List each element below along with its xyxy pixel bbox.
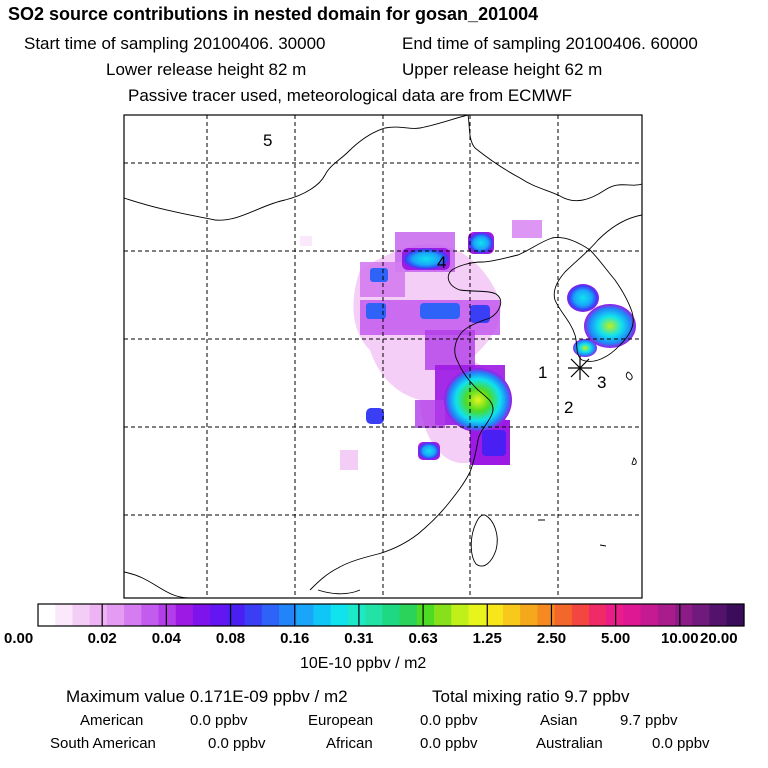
colorbar-cell [210, 604, 229, 626]
colorbar-cell [589, 604, 607, 626]
colorbar-cell [244, 604, 263, 626]
colorbar-tick-label: 0.04 [151, 630, 181, 647]
american-label: American [80, 712, 144, 729]
colorbar-frame [37, 603, 745, 627]
european-value: 0.0 ppbv [420, 712, 478, 729]
colorbar-cell [227, 604, 246, 626]
colorbar-cell [502, 604, 521, 626]
colorbar-tick-label: 1.25 [472, 630, 502, 647]
colorbar-tick-label: 0.00 [4, 630, 34, 647]
map-panel: 1 2 3 4 5 [123, 114, 643, 599]
colorbar-tick-label: 0.63 [408, 630, 438, 647]
region-label-1: 1 [538, 363, 547, 382]
colorbar-tick-label: 2.50 [536, 630, 567, 647]
upper-release-label: Upper release height 62 m [402, 60, 603, 79]
colorbar-cell [106, 604, 125, 626]
colorbar-cell [141, 604, 160, 626]
map-frame [123, 114, 643, 599]
region-label-3: 3 [597, 373, 606, 392]
australian-label: Australian [536, 735, 603, 752]
start-time-label: Start time of sampling 20100406. 30000 [24, 34, 326, 53]
tracer-note: Passive tracer used, meteorological data… [128, 86, 573, 105]
colorbar-tick-label: 20.00 [700, 630, 738, 647]
region-label-5: 5 [263, 131, 272, 150]
colorbar-cell [89, 604, 108, 626]
colorbar-units: 10E-10 ppbv / m2 [300, 655, 427, 672]
colorbar-cell [726, 604, 745, 626]
colorbar-cell [571, 604, 590, 626]
colorbar-cell [434, 604, 452, 626]
max-value-label: Maximum value 0.171E-09 ppbv / m2 [66, 687, 348, 706]
colorbar-cell [451, 604, 470, 626]
colorbar-tick-label: 0.02 [87, 630, 117, 647]
south-american-label: South American [50, 735, 156, 752]
colorbar-cell [365, 604, 383, 626]
american-value: 0.0 ppbv [190, 712, 248, 729]
colorbar-cell [468, 604, 487, 626]
coastlines [124, 115, 642, 598]
colorbar-cell [554, 604, 573, 626]
chart-title: SO2 source contributions in nested domai… [8, 4, 539, 24]
colorbar-cell [657, 604, 676, 626]
colorbar-cell [279, 604, 297, 626]
colorbar-cell [158, 604, 177, 626]
colorbar-cell [520, 604, 538, 626]
colorbar-cell [640, 604, 659, 626]
european-label: European [308, 712, 374, 729]
african-label: African [326, 735, 373, 752]
colorbar-cell [192, 604, 211, 626]
asian-value: 9.7 ppbv [620, 712, 678, 729]
colorbar-cell [675, 604, 693, 626]
colorbar-cell [175, 604, 194, 626]
colorbar-cell [124, 604, 142, 626]
region-label-4: 4 [437, 253, 446, 272]
grid-lines [124, 115, 642, 598]
colorbar-cell [485, 604, 504, 626]
australian-value: 0.0 ppbv [652, 735, 710, 752]
colorbar-cell [623, 604, 642, 626]
lower-release-label: Lower release height 82 m [106, 60, 307, 79]
colorbar-cell [692, 604, 711, 626]
colorbar-tick-label: 10.00 [661, 630, 699, 647]
colorbar [37, 603, 745, 627]
south-american-value: 0.0 ppbv [208, 735, 266, 752]
colorbar-cell [330, 604, 349, 626]
colorbar-cell [72, 604, 91, 626]
colorbar-cell [416, 604, 435, 626]
colorbar-cell [382, 604, 401, 626]
colorbar-tick-label: 5.00 [601, 630, 631, 647]
colorbar-cell [38, 604, 56, 626]
station-marker-icon [568, 356, 592, 380]
end-time-label: End time of sampling 20100406. 60000 [402, 34, 698, 53]
colorbar-cell [347, 604, 366, 626]
colorbar-cell [537, 604, 556, 626]
colorbar-cell [296, 604, 315, 626]
colorbar-cell [55, 604, 74, 626]
total-mixing-label: Total mixing ratio 9.7 ppbv [432, 687, 630, 706]
colorbar-tick-label: 0.08 [215, 630, 246, 647]
colorbar-cell [399, 604, 418, 626]
asian-label: Asian [540, 712, 578, 729]
colorbar-cell [261, 604, 280, 626]
african-value: 0.0 ppbv [420, 735, 478, 752]
colorbar-cell [313, 604, 332, 626]
colorbar-tick-label: 0.16 [280, 630, 310, 647]
colorbar-cell [709, 604, 728, 626]
colorbar-tick-label: 0.31 [344, 630, 374, 647]
region-label-2: 2 [564, 398, 573, 417]
